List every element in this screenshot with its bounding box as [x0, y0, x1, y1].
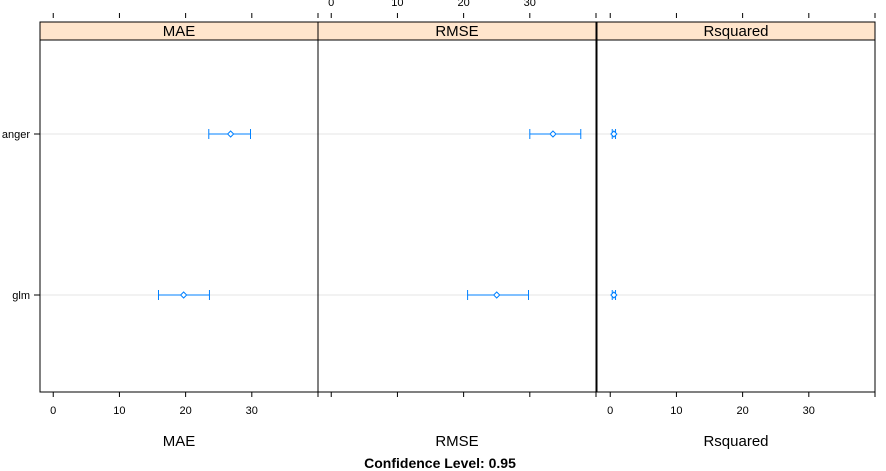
axis-ticks: [34, 13, 876, 397]
strip-label-rsquared: Rsquared: [703, 23, 768, 40]
panels: [39, 21, 876, 393]
tick-label-rsquared-0: 0: [607, 405, 613, 417]
tick-label-rmse-0: 0: [328, 0, 334, 9]
model-label-glm: glm: [12, 290, 30, 302]
estimate-point-rmse-anger: [549, 130, 557, 138]
tick-label-mae-30: 30: [246, 405, 258, 417]
confidence-level-label: Confidence Level: 0.95: [364, 455, 516, 471]
estimate-point-rsquared-anger: [610, 130, 618, 138]
axis-title-mae: MAE: [163, 433, 196, 450]
strip-label-rmse: RMSE: [435, 23, 478, 40]
tick-label-rsquared-20: 20: [736, 405, 748, 417]
tick-label-mae-0: 0: [50, 405, 56, 417]
tick-label-rmse-10: 10: [391, 0, 403, 9]
estimate-point-mae-glm: [179, 291, 188, 299]
tick-label-mae-10: 10: [113, 405, 125, 417]
model-label-anger: anger: [2, 129, 30, 141]
estimate-point-rmse-glm: [493, 291, 501, 299]
panel-frame-rsquared: [596, 21, 876, 393]
chart-layers: MAE 0 10 20 30 MAE RMSE 0 10 20 30 RMSE Rsquared 0 10 2…: [2, 0, 876, 450]
strip-label-mae: MAE: [163, 23, 196, 40]
tick-label-rmse-20: 20: [457, 0, 469, 9]
tick-label-rsquared-30: 30: [803, 405, 815, 417]
tick-label-rmse-30: 30: [524, 0, 536, 9]
tick-label-mae-20: 20: [179, 405, 191, 417]
panel-frame-rmse: [317, 21, 597, 393]
labels: MAE 0 10 20 30 MAE RMSE 0 10 20 30 RMSE Rsquared 0 10 2…: [2, 0, 815, 450]
estimate-point-mae-anger: [226, 130, 235, 138]
estimate-point-rsquared-glm: [610, 291, 618, 299]
axis-title-rsquared: Rsquared: [703, 433, 768, 450]
tick-label-rsquared-10: 10: [670, 405, 682, 417]
data-marks: [157, 129, 618, 300]
axis-title-rmse: RMSE: [435, 433, 478, 450]
reference-lines: [40, 133, 875, 296]
panel-frame-mae: [39, 21, 319, 393]
